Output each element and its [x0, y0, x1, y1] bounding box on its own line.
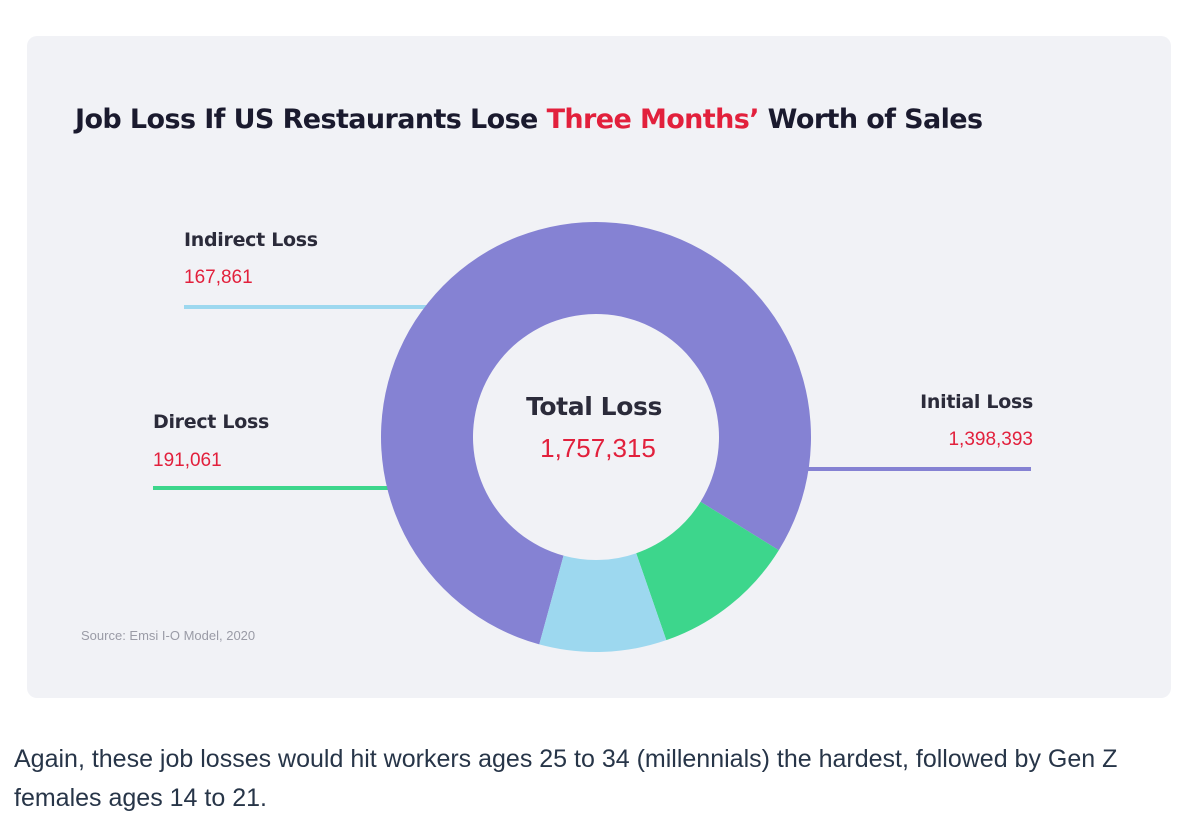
direct-loss-value: 191,061	[153, 450, 222, 471]
initial-loss-label: Initial Loss	[920, 391, 1033, 413]
title-text-start: Job Loss If US Restaurants Lose	[75, 104, 547, 135]
title-text-end: Worth of Sales	[758, 104, 983, 135]
direct-loss-slice	[636, 501, 779, 641]
initial-loss-slice	[381, 221, 812, 645]
total-loss-label: Total Loss	[526, 392, 662, 421]
indirect-loss-label: Indirect Loss	[184, 229, 318, 251]
donut-chart	[153, 221, 1031, 652]
total-loss-value: 1,757,315	[540, 433, 656, 463]
indirect-loss-value: 167,861	[184, 267, 253, 288]
initial-loss-value: 1,398,393	[948, 429, 1033, 450]
caption-text: Again, these job losses would hit worker…	[14, 745, 1118, 812]
indirect-loss-slice	[539, 553, 667, 652]
chart-title: Job Loss If US Restaurants Lose Three Mo…	[75, 104, 983, 135]
chart-card: Job Loss If US Restaurants Lose Three Mo…	[27, 36, 1171, 698]
title-highlight: Three Months’	[546, 104, 760, 135]
donut-slices	[381, 221, 812, 652]
direct-loss-label: Direct Loss	[153, 411, 269, 433]
source-note: Source: Emsi I-O Model, 2020	[81, 628, 256, 643]
leader-lines	[153, 305, 1031, 490]
